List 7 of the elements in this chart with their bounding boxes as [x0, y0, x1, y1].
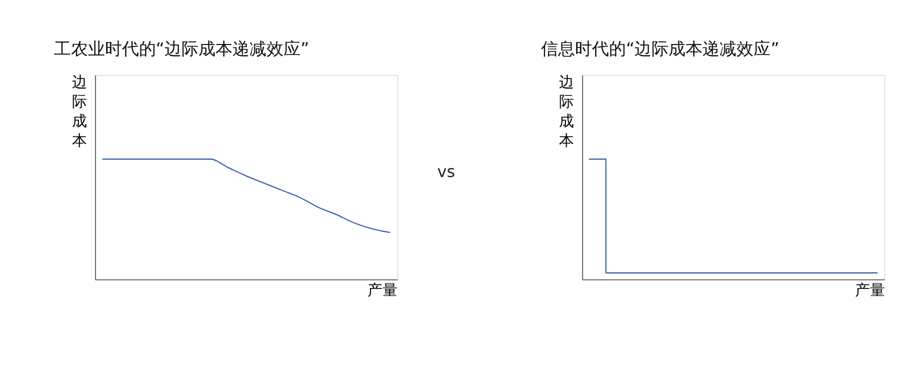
x-axis-title: 产量 — [854, 280, 885, 299]
y-axis-title: 边际成本 — [72, 72, 88, 150]
chart-title: 工农业时代的“边际成本递减效应” — [54, 38, 310, 59]
x-axis-title: 产量 — [368, 280, 398, 299]
y-axis-title: 边际成本 — [559, 72, 574, 150]
text: vs — [437, 162, 456, 182]
chart-title: 信息时代的“边际成本递减效应” — [540, 38, 780, 59]
